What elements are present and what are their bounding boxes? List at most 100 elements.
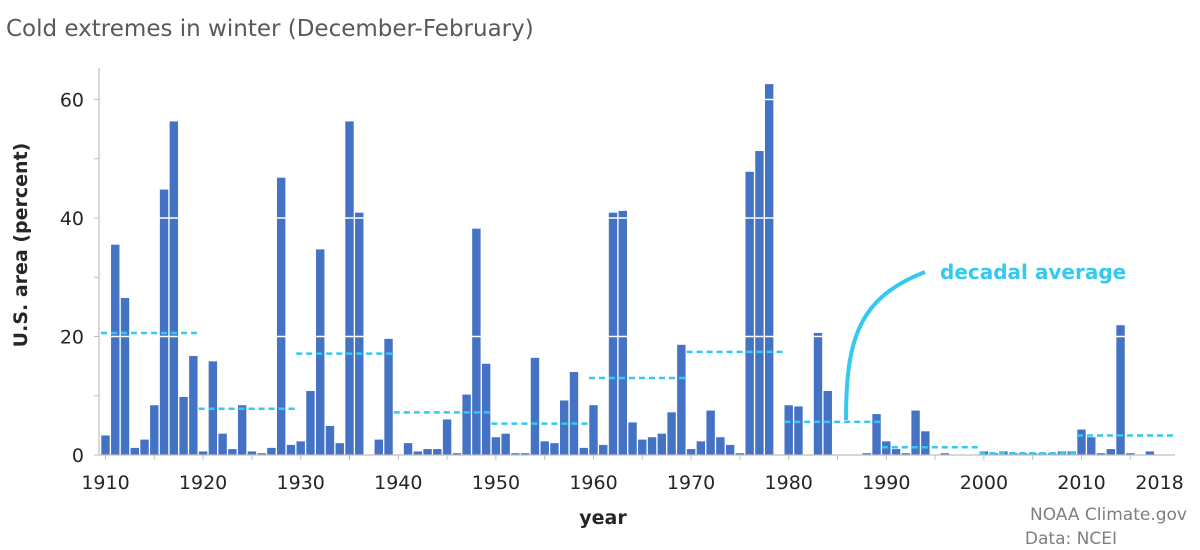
bar-1916: [159, 189, 169, 455]
annotation-label: decadal average: [940, 260, 1126, 284]
bar-1991: [891, 449, 901, 455]
bar-1974: [725, 444, 735, 455]
credit-data: Data: NCEI: [1025, 529, 1117, 549]
bar-1980: [784, 405, 793, 455]
bar-1946: [452, 453, 462, 455]
bar-1989: [872, 414, 881, 455]
x-tick-label: 2000: [960, 472, 1008, 494]
bar-1929: [286, 444, 296, 455]
bar-1975: [735, 453, 745, 455]
bar-1959: [579, 447, 588, 455]
bar-1943: [423, 449, 432, 455]
bar-1967: [657, 433, 667, 455]
bar-1922: [218, 433, 227, 455]
x-tick-label: 1910: [81, 472, 129, 494]
bar-1919: [189, 356, 198, 455]
bar-1911: [111, 244, 120, 455]
bar-1928: [276, 177, 286, 455]
bar-1927: [267, 447, 276, 455]
bar-1947: [462, 394, 471, 455]
bar-1932: [316, 249, 325, 455]
bar-1918: [179, 396, 188, 456]
bar-1968: [667, 412, 676, 455]
credit-source: NOAA Climate.gov: [1030, 505, 1187, 525]
bar-1981: [794, 406, 803, 455]
bar-1962: [608, 212, 618, 455]
bar-1944: [433, 449, 442, 455]
bar-1964: [628, 422, 637, 455]
bar-1957: [560, 400, 569, 455]
bar-2017: [1145, 451, 1155, 455]
bar-1949: [481, 363, 491, 455]
bar-1942: [413, 451, 423, 455]
bar-1920: [198, 451, 208, 455]
bar-1954: [530, 357, 540, 455]
x-tick-label: 2018: [1135, 472, 1183, 494]
annotation-arrow: [844, 270, 926, 421]
bar-1913: [130, 447, 139, 455]
bar-1955: [540, 441, 549, 455]
bar-1950: [491, 437, 501, 455]
x-tick-label: 1940: [374, 472, 422, 494]
bar-1963: [618, 210, 627, 455]
bar-1914: [140, 439, 149, 455]
x-tick-label: 1960: [569, 472, 617, 494]
bar-1939: [384, 338, 393, 455]
bars-group: [100, 84, 1175, 456]
x-tick-label: 1980: [765, 472, 813, 494]
bar-1971: [696, 441, 706, 455]
decadal-average-lines: [101, 331, 1175, 455]
x-tick-label: 1950: [472, 472, 520, 494]
bar-1917: [169, 121, 179, 456]
bar-1935: [345, 121, 354, 456]
bar-1910: [101, 435, 110, 455]
bar-1988: [862, 453, 871, 455]
bar-1956: [550, 443, 559, 455]
bar-2011: [1087, 437, 1096, 455]
bar-2015: [1126, 453, 1135, 455]
bar-1978: [764, 84, 774, 455]
bar-1915: [150, 405, 159, 455]
bar-1938: [374, 439, 383, 455]
x-tick-label: 1990: [862, 472, 910, 494]
bar-1948: [472, 228, 481, 455]
bar-2013: [1106, 449, 1115, 455]
bar-1994: [921, 431, 930, 455]
bar-1996: [940, 453, 950, 455]
bar-1931: [306, 391, 315, 455]
bar-1961: [599, 444, 608, 455]
bar-1953: [520, 453, 530, 455]
bar-2012: [1096, 453, 1106, 455]
y-tick-label: 20: [60, 327, 84, 349]
x-tick-label: 1920: [179, 472, 227, 494]
x-axis-title: year: [579, 507, 627, 529]
bar-1952: [511, 453, 520, 455]
chart-title: Cold extremes in winter (December-Februa…: [6, 16, 534, 42]
bar-1976: [745, 171, 754, 456]
bar-1960: [589, 405, 598, 455]
bar-1969: [677, 344, 686, 455]
bar-1972: [706, 410, 715, 455]
bar-1936: [355, 212, 364, 455]
bar-1925: [247, 451, 257, 455]
bar-1951: [501, 433, 510, 455]
bar-1933: [325, 425, 335, 455]
y-axis-title: U.S. area (percent): [10, 143, 32, 348]
bar-1923: [228, 449, 237, 455]
bar-1934: [335, 443, 344, 455]
bar-1993: [911, 410, 920, 455]
bar-1945: [442, 419, 452, 455]
axes: 0 20 40 60 1910 1920 1930 1940 1950 1960 1970 1980 1…: [60, 68, 1184, 494]
bar-1912: [120, 297, 130, 455]
bar-1983: [813, 332, 823, 455]
x-tick-label: 2010: [1057, 472, 1105, 494]
bar-1924: [237, 405, 247, 455]
y-tick-label: 40: [60, 208, 84, 230]
bar-1973: [716, 437, 725, 455]
bar-1977: [755, 151, 764, 456]
y-tick-label: 0: [72, 445, 84, 467]
bar-1941: [403, 443, 413, 455]
bar-2014: [1116, 325, 1125, 455]
bar-1992: [901, 453, 911, 455]
